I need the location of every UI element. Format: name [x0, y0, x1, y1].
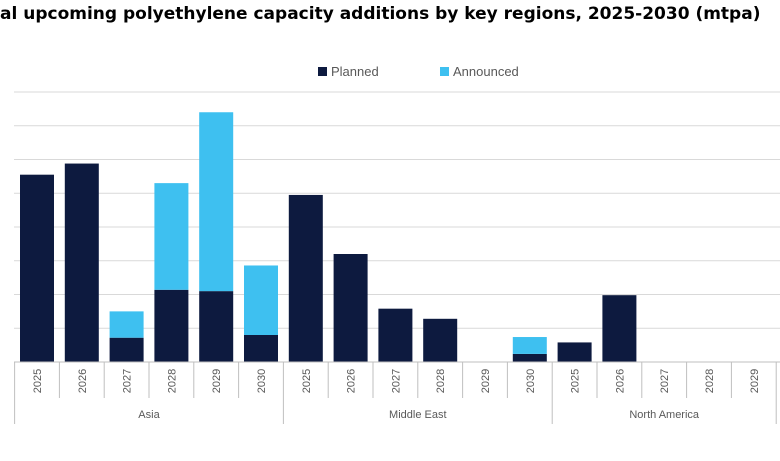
- x-tick-label: 2028: [704, 369, 716, 393]
- x-tick-label: 2028: [166, 369, 178, 393]
- x-tick-label: 2025: [570, 369, 582, 393]
- bar-planned: [20, 174, 54, 362]
- bar-planned: [423, 318, 458, 362]
- x-tick-label: 2029: [211, 369, 223, 393]
- x-group-label: Middle East: [389, 409, 446, 421]
- x-tick-label: 2027: [122, 369, 134, 393]
- gridlines: [14, 91, 780, 329]
- bar-planned: [602, 295, 637, 362]
- x-tick-label: 2025: [301, 369, 313, 393]
- legend-label: Announced: [453, 64, 519, 79]
- x-tick-label: 2027: [659, 369, 671, 393]
- x-tick-label: 2026: [77, 369, 89, 393]
- bar-planned: [378, 308, 413, 362]
- bar-announced: [154, 183, 189, 290]
- x-tick-label: 2026: [346, 369, 358, 393]
- x-axis: 2025 2026 2027 2028 2029 2030 2025 2026 2027 2028…: [14, 361, 780, 424]
- bars: [20, 112, 637, 362]
- chart-title: al upcoming polyethylene capacity additi…: [0, 4, 761, 24]
- bar-planned: [154, 289, 189, 362]
- x-group-label: North America: [629, 409, 700, 421]
- x-tick-label: 2028: [435, 369, 447, 393]
- x-tick-label: 2026: [614, 369, 626, 393]
- bar-planned: [288, 194, 323, 362]
- bar-announced: [512, 337, 547, 354]
- x-tick-label: 2029: [480, 369, 492, 393]
- legend-label: Planned: [331, 64, 379, 79]
- bar-planned: [557, 342, 592, 362]
- x-group-label: Asia: [138, 409, 160, 421]
- bar-announced: [199, 112, 234, 292]
- legend-swatch-planned: [318, 67, 327, 76]
- legend-swatch-announced: [440, 67, 449, 76]
- bar-planned: [199, 291, 234, 362]
- x-tick-label: 2025: [32, 369, 44, 393]
- x-tick-label: 2027: [390, 369, 402, 393]
- bar-planned: [512, 353, 547, 362]
- bar-planned: [109, 337, 144, 362]
- bar-planned: [333, 254, 368, 362]
- bar-announced: [244, 265, 278, 335]
- x-tick-label: 2030: [525, 369, 537, 393]
- bar-planned: [244, 335, 278, 362]
- legend: Planned Announced: [318, 64, 519, 79]
- x-tick-label: 2029: [749, 369, 761, 393]
- bar-planned: [64, 163, 99, 362]
- x-tick-label: 2030: [256, 369, 268, 393]
- bar-announced: [109, 311, 144, 338]
